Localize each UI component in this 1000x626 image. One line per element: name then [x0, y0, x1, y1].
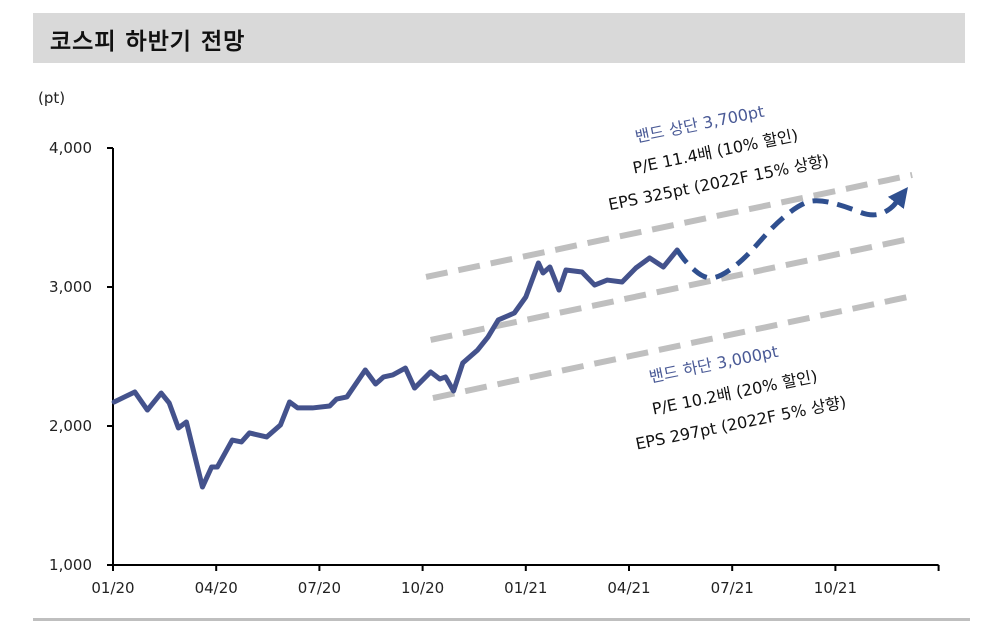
x-tick-label: 01/21	[504, 579, 547, 597]
upper-band-annotation: 밴드 상단 3,700pt P/E 11.4배 (10% 할인) EPS 325…	[607, 102, 831, 214]
lower-band-annotation: 밴드 하단 3,000pt P/E 10.2배 (20% 할인) EPS 297…	[634, 342, 848, 454]
x-tick-label: 01/20	[91, 579, 134, 597]
x-tick-label: 07/20	[298, 579, 341, 597]
bottom-divider	[33, 618, 970, 621]
axes: 1,000 2,000 3,000 4,000 01/20 04/20 07/20 10/20…	[49, 139, 940, 597]
y-tick-label: 1,000	[49, 556, 92, 574]
band-line-upper	[425, 172, 913, 280]
band-lines	[425, 172, 918, 401]
band-line-lower	[432, 292, 918, 401]
y-axis-unit-label: (pt)	[38, 89, 65, 107]
y-tick-label: 3,000	[49, 278, 92, 296]
x-tick-label: 04/21	[607, 579, 650, 597]
title-bar: 코스피 하반기 전망	[33, 13, 965, 63]
forecast-line	[675, 187, 908, 281]
y-tick-label: 2,000	[49, 417, 92, 435]
y-tick-label: 4,000	[49, 139, 92, 157]
x-tick-label: 10/20	[401, 579, 444, 597]
x-tick-label: 04/20	[195, 579, 238, 597]
band-line-middle	[430, 234, 916, 343]
series-lines	[111, 187, 908, 490]
kospi-line	[111, 247, 680, 490]
x-tick-label: 10/21	[814, 579, 857, 597]
x-tick-label: 07/21	[711, 579, 754, 597]
page-title: 코스피 하반기 전망	[50, 29, 246, 55]
